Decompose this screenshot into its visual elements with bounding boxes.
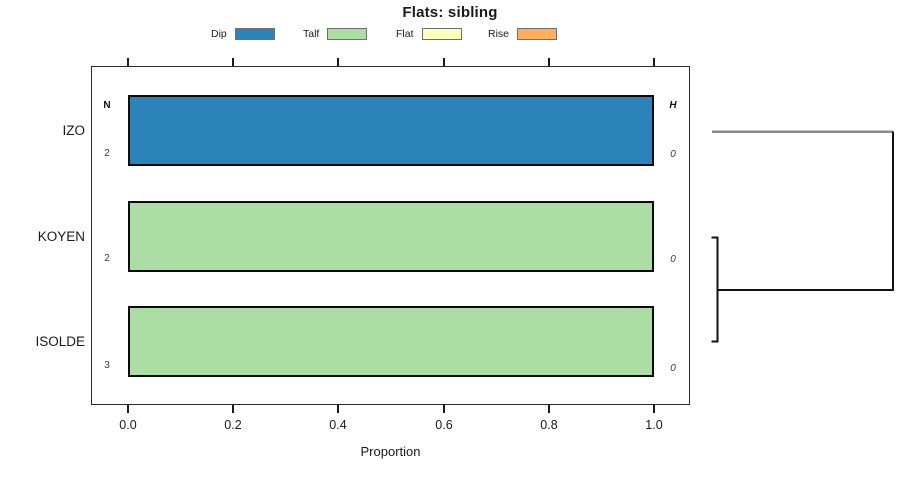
x-tick-label: 0.4 (329, 418, 347, 432)
dendrogram-branch-root (716, 131, 894, 291)
bar-isolde (128, 306, 654, 377)
n-value-izo: 2 (104, 148, 110, 159)
x-axis-label: Proportion (360, 444, 421, 459)
x-tick-label: 0.8 (540, 418, 558, 432)
legend-label-talf: Talf (303, 28, 320, 40)
bar-izo (128, 95, 654, 166)
n-column-header: N (103, 100, 111, 111)
legend-swatch-flat (421, 28, 462, 40)
x-axis-tick-top (127, 58, 129, 66)
x-axis-tick-bottom (548, 405, 550, 413)
h-value-koyen: 0 (670, 254, 676, 265)
x-axis-tick-top (337, 58, 339, 66)
x-axis-tick-bottom (337, 405, 339, 413)
x-tick-label: 0.2 (224, 418, 242, 432)
x-tick-label: 1.0 (645, 418, 663, 432)
h-value-isolde: 0 (670, 363, 676, 374)
h-column-header: H (669, 100, 677, 111)
y-label-koyen: KOYEN (37, 229, 85, 244)
y-label-isolde: ISOLDE (35, 334, 85, 349)
legend-item-rise: Rise (488, 27, 558, 41)
x-axis-tick-top (548, 58, 550, 66)
x-tick-label: 0.0 (119, 418, 137, 432)
chart-title: Flats: sibling (402, 4, 498, 21)
y-label-izo: IZO (62, 123, 86, 138)
x-tick-label: 0.6 (435, 418, 453, 432)
legend-label-rise: Rise (488, 28, 510, 40)
x-axis-tick-bottom (232, 405, 234, 413)
dendrogram-branch-koyen-isolde (711, 236, 719, 343)
x-axis-tick-bottom (127, 405, 129, 413)
x-axis-tick-top (443, 58, 445, 66)
n-value-isolde: 3 (104, 360, 110, 371)
legend-swatch-talf (327, 28, 368, 40)
x-axis-tick-bottom (443, 405, 445, 413)
legend-item-flat: Flat (396, 27, 462, 41)
bar-koyen (128, 201, 654, 272)
legend-swatch-dip (234, 28, 275, 40)
legend-swatch-rise (517, 28, 558, 40)
n-value-koyen: 2 (104, 253, 110, 264)
h-value-izo: 0 (670, 149, 676, 160)
legend-label-dip: Dip (211, 28, 227, 40)
legend-item-dip: Dip (211, 27, 275, 41)
x-axis-tick-top (653, 58, 655, 66)
x-axis-tick-top (232, 58, 234, 66)
x-axis-tick-bottom (653, 405, 655, 413)
legend-item-talf: Talf (303, 27, 368, 41)
legend-label-flat: Flat (396, 28, 414, 40)
